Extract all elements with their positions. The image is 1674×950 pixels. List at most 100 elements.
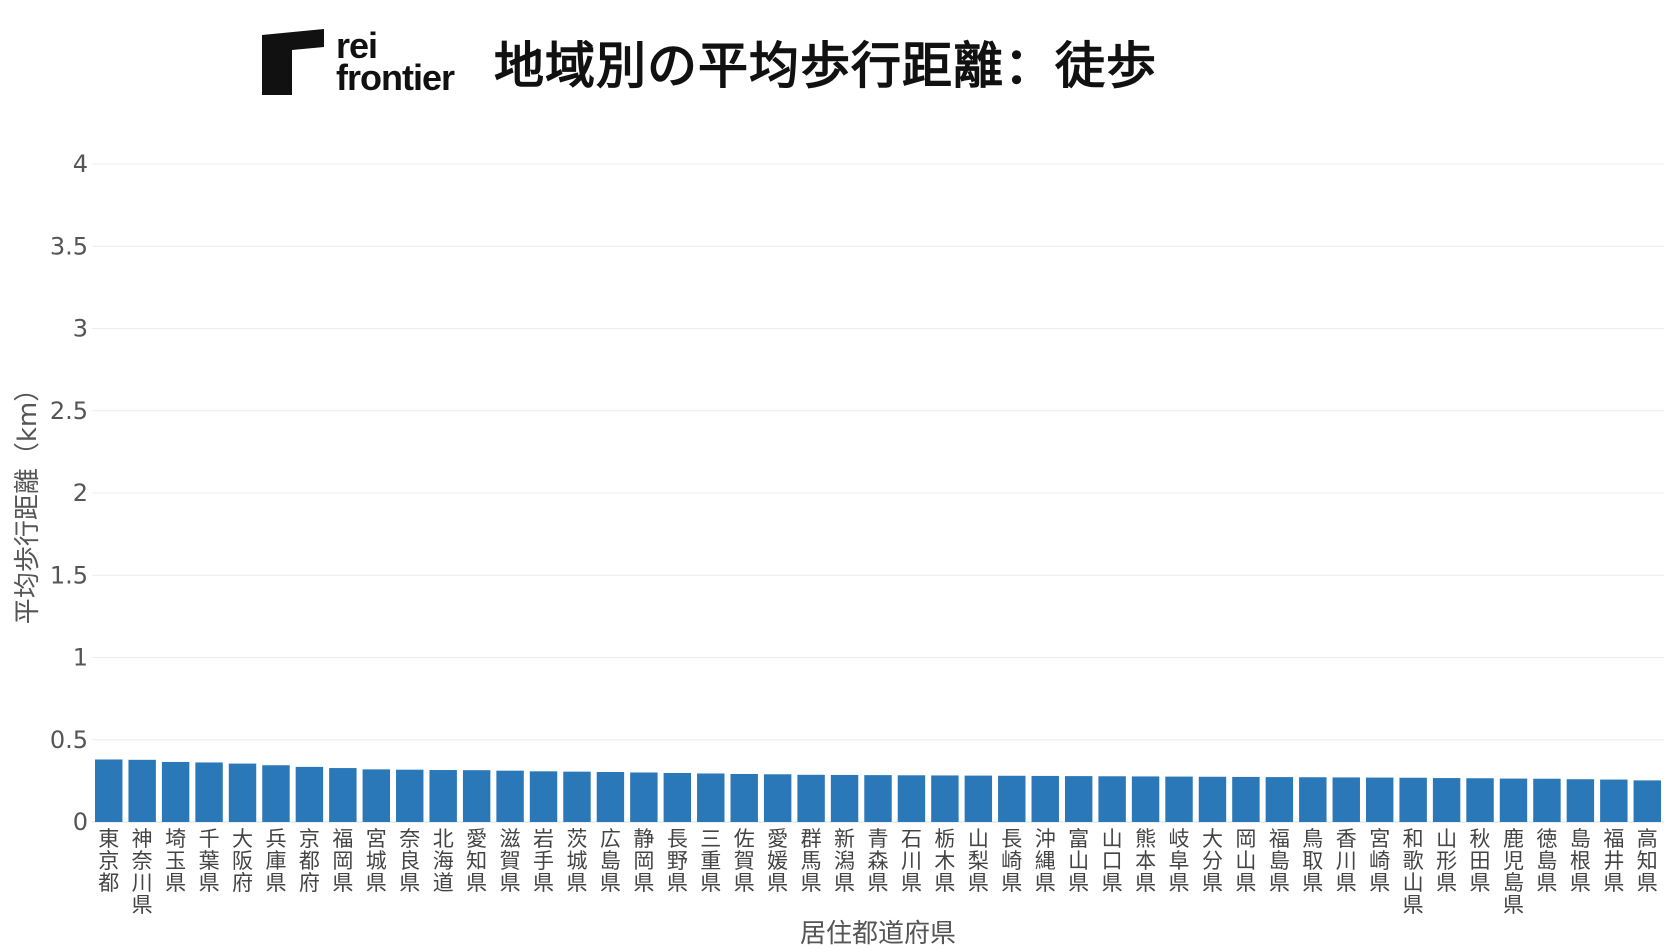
x-tick-label: 熊本県 (1135, 827, 1156, 895)
bar-35 (1232, 776, 1260, 822)
x-tick-label: 福井県 (1603, 827, 1624, 895)
bar-28 (998, 775, 1026, 822)
bar-23 (830, 774, 859, 822)
x-tick-label: 奈良県 (399, 827, 420, 895)
bar-40 (1399, 777, 1427, 822)
x-tick-label: 徳島県 (1536, 827, 1557, 895)
y-tick-label: 0 (73, 808, 88, 836)
rei-frontier-logo: rei frontier (262, 25, 455, 98)
bar-19 (697, 773, 725, 822)
y-axis-title: 平均歩行距離（km） (13, 376, 43, 624)
x-tick-label: 富山県 (1068, 827, 1089, 895)
x-tick-label: 兵庫県 (265, 827, 286, 895)
bar-3 (161, 761, 190, 822)
x-tick-label: 宮城県 (366, 827, 387, 895)
x-tick-label: 長野県 (667, 827, 688, 895)
y-tick-label: 1 (73, 644, 88, 672)
gridlines (92, 163, 1664, 823)
bar-46 (1600, 779, 1628, 822)
x-tick-label: 岡山県 (1235, 827, 1256, 895)
bar-25 (897, 775, 926, 822)
bar-10 (396, 769, 424, 822)
x-tick-label: 東京都 (98, 827, 119, 895)
x-tick-label: 北海道 (433, 827, 454, 895)
x-tick-label: 滋賀県 (500, 827, 521, 895)
x-tick-label: 島根県 (1570, 827, 1591, 895)
bar-37 (1299, 777, 1327, 822)
bar-9 (362, 769, 391, 822)
bar-14 (529, 771, 558, 822)
x-tick-label: 静岡県 (633, 827, 654, 895)
bar-45 (1566, 779, 1595, 822)
y-tick-label: 2.5 (50, 397, 88, 425)
x-tick-label: 和歌山県 (1403, 827, 1424, 917)
y-tick-label: 3 (73, 315, 88, 343)
x-tick-label: 岩手県 (533, 827, 554, 895)
x-tick-label: 新潟県 (834, 827, 855, 895)
x-tick-label: 栃木県 (934, 827, 955, 895)
bar-15 (563, 771, 591, 822)
bar-47 (1633, 780, 1661, 822)
bar-29 (1031, 775, 1059, 822)
x-tick-label: 香川県 (1336, 827, 1357, 895)
x-tick-label: 三重県 (700, 827, 721, 895)
x-tick-label: 沖縄県 (1035, 827, 1056, 895)
x-tick-label: 長崎県 (1001, 827, 1022, 895)
y-tick-label: 3.5 (50, 232, 88, 260)
logo-line-rei: rei (336, 25, 378, 66)
bar-42 (1466, 778, 1494, 822)
bar-13 (496, 770, 524, 822)
x-tick-label: 愛媛県 (767, 827, 788, 895)
bar-12 (462, 770, 491, 822)
y-tick-label: 1.5 (50, 561, 88, 589)
y-tick-label: 4 (73, 150, 88, 178)
x-tick-label: 愛知県 (466, 827, 487, 895)
x-tick-label: 佐賀県 (734, 827, 755, 895)
bar-43 (1499, 778, 1528, 822)
chart-header: rei frontier 地域別の平均歩行距離：徒歩 (262, 22, 1157, 102)
x-tick-label: 青森県 (868, 827, 889, 895)
x-tick-label: 大阪府 (232, 827, 253, 895)
x-tick-label: 福岡県 (332, 827, 353, 895)
bars (95, 759, 1661, 822)
logo-wordmark: rei frontier (336, 25, 455, 98)
x-tick-label: 山口県 (1102, 827, 1123, 895)
bar-33 (1165, 776, 1193, 822)
bar-8 (329, 768, 357, 822)
x-tick-label: 鹿児島県 (1503, 827, 1524, 917)
y-tick-label: 0.5 (50, 726, 88, 754)
bar-41 (1432, 778, 1461, 822)
x-tick-label: 広島県 (600, 827, 621, 895)
bar-27 (964, 775, 993, 822)
x-axis-title: 居住都道府県 (800, 919, 956, 949)
x-axis-categories: 東京都神奈川県埼玉県千葉県大阪府兵庫県京都府福岡県宮城県奈良県北海道愛知県滋賀県… (98, 827, 1658, 917)
bar-2 (128, 759, 156, 822)
bar-36 (1265, 777, 1294, 822)
x-tick-label: 鳥取県 (1302, 827, 1323, 895)
x-tick-label: 群馬県 (801, 827, 822, 895)
bar-6 (262, 765, 290, 822)
x-tick-label: 高知県 (1637, 827, 1658, 895)
chart-title: 地域別の平均歩行距離：徒歩 (494, 37, 1157, 95)
bar-44 (1533, 778, 1561, 822)
bar-24 (864, 775, 892, 822)
x-tick-label: 福島県 (1269, 827, 1290, 895)
bar-21 (763, 774, 792, 822)
bar-22 (797, 774, 825, 822)
logo-line-frontier: frontier (336, 57, 455, 98)
x-tick-label: 山梨県 (968, 827, 989, 895)
bar-26 (931, 775, 959, 822)
x-tick-label: 茨城県 (566, 827, 587, 895)
bar-30 (1064, 776, 1093, 822)
x-tick-label: 埼玉県 (165, 827, 186, 895)
bar-32 (1131, 776, 1160, 822)
x-tick-label: 神奈川県 (132, 827, 153, 917)
bar-11 (429, 770, 457, 822)
x-tick-label: 宮崎県 (1369, 827, 1390, 895)
bar-4 (195, 762, 223, 822)
x-tick-label: 石川県 (901, 827, 922, 895)
bar-17 (630, 772, 658, 822)
bar-5 (228, 763, 257, 822)
x-tick-label: 千葉県 (199, 827, 220, 895)
